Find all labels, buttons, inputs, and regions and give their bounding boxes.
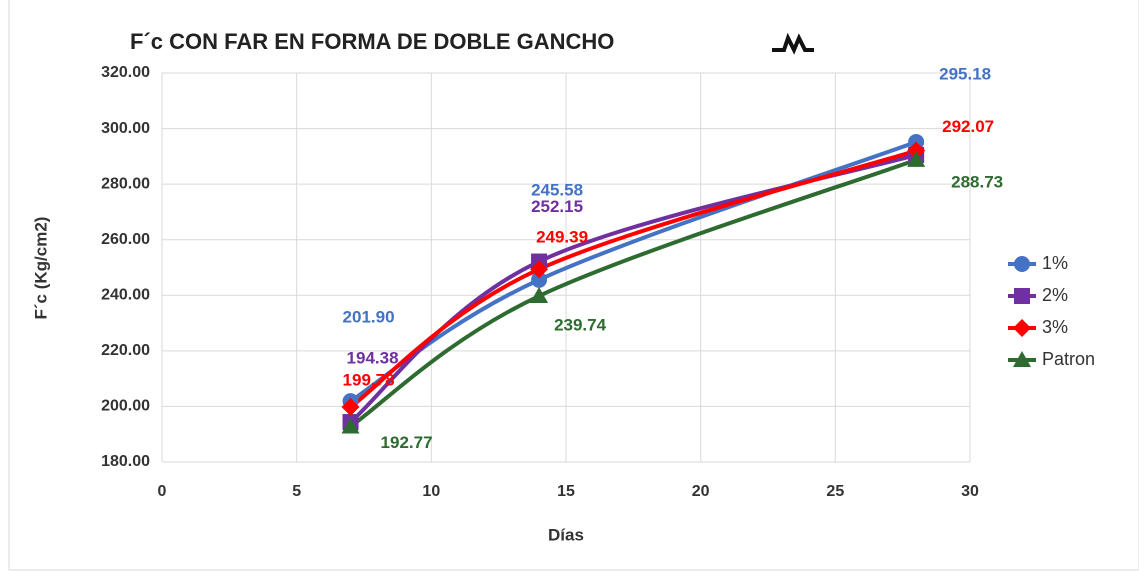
y-axis-label: F´c (Kg/cm2): [31, 217, 50, 320]
legend-label: 2%: [1042, 285, 1068, 305]
data-label: 252.15: [531, 197, 583, 216]
x-tick-label: 20: [692, 483, 710, 500]
x-tick-label: 10: [422, 483, 440, 500]
y-tick-label: 180.00: [101, 453, 150, 470]
x-tick-label: 5: [292, 483, 301, 500]
data-point: [531, 271, 548, 288]
data-point: [907, 150, 926, 167]
y-tick-label: 280.00: [101, 175, 150, 192]
legend-marker: [1014, 288, 1030, 304]
chart-frame: [8, 0, 1139, 571]
data-label: 245.58: [531, 180, 583, 199]
series-line: [349, 148, 917, 409]
x-tick-label: 15: [557, 483, 575, 500]
data-label: 292.07: [942, 117, 994, 136]
data-label: 239.74: [554, 315, 607, 334]
y-tick-label: 240.00: [101, 287, 150, 304]
data-label: 249.39: [536, 228, 588, 247]
y-tick-label: 320.00: [101, 64, 150, 81]
data-label: 194.38: [347, 349, 399, 368]
title-icon: [772, 32, 814, 55]
chart-title: F´c CON FAR EN FORMA DE DOBLE GANCHO: [130, 29, 614, 54]
legend-marker: [1013, 319, 1031, 337]
y-tick-label: 220.00: [101, 342, 150, 359]
series-line: [349, 153, 917, 424]
y-tick-label: 200.00: [101, 398, 150, 415]
data-point: [530, 260, 549, 279]
series-line: [349, 158, 917, 429]
data-point: [530, 287, 549, 304]
y-tick-label: 300.00: [101, 120, 150, 137]
data-label: 201.90: [343, 308, 395, 327]
x-tick-label: 0: [158, 483, 167, 500]
data-label: 192.77: [381, 433, 433, 452]
series-line: [349, 140, 917, 403]
data-label: 288.73: [951, 172, 1003, 191]
legend-label: Patron: [1042, 349, 1095, 369]
data-label: 295.18: [939, 64, 991, 83]
data-point: [341, 398, 360, 417]
data-point: [907, 141, 926, 160]
x-tick-label: 25: [826, 483, 844, 500]
data-label: 199.78: [343, 371, 395, 390]
data-point: [341, 417, 360, 434]
legend-marker: [1013, 351, 1031, 367]
legend-label: 3%: [1042, 317, 1068, 337]
legend-label: 1%: [1042, 253, 1068, 273]
x-axis-label: Días: [548, 525, 584, 544]
x-tick-label: 30: [961, 483, 979, 500]
legend-marker: [1014, 256, 1030, 272]
y-tick-label: 260.00: [101, 231, 150, 248]
